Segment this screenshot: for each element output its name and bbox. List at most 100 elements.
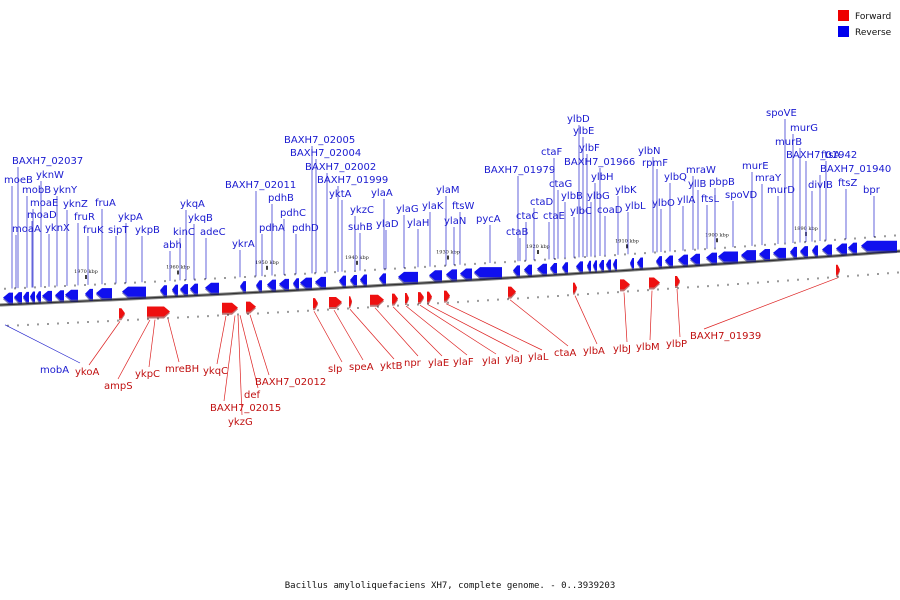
gene-label-ykny: yknY <box>53 185 78 196</box>
forward-gene-arrow <box>313 298 318 309</box>
reverse-gene-arrow <box>36 291 41 302</box>
gene-label-baxh7-02004: BAXH7_02004 <box>290 148 361 159</box>
forward-gene-leader <box>333 309 364 361</box>
forward-gene-leader <box>237 315 243 416</box>
gene-label-pbpb: pbpB <box>709 177 735 188</box>
forward-gene-leader <box>419 304 497 355</box>
gene-label-baxh7-01942: BAXH7_01942 <box>786 150 857 161</box>
reverse-gene-arrow <box>315 276 326 287</box>
gene-label-mraw: mraW <box>686 165 716 176</box>
gene-label-ylbn: ylbN <box>638 146 661 157</box>
forward-gene-arrow <box>620 279 630 290</box>
forward-gene-arrow <box>836 264 840 275</box>
gene-label-ylbb: ylbB <box>561 191 583 202</box>
gene-label-mure: murE <box>742 161 769 172</box>
legend: Forward Reverse <box>838 10 892 38</box>
gene-label-def: def <box>244 390 261 401</box>
gene-label-yllb: yllB <box>688 179 706 190</box>
gene-label-ftsw: ftsW <box>452 201 474 212</box>
forward-gene-leader <box>239 315 259 389</box>
gene-label-pdhc: pdhC <box>280 208 306 219</box>
reverse-gene-arrow <box>398 271 418 282</box>
forward-gene-arrow <box>349 296 352 307</box>
reverse-gene-arrow <box>637 257 643 268</box>
gene-label-suhb: suhB <box>348 222 373 233</box>
reverse-gene-arrow <box>800 246 808 257</box>
gene-label-ylbe: ylbE <box>573 126 594 137</box>
forward-gene-arrow <box>675 275 680 286</box>
gene-label-ylam: ylaM <box>436 185 459 196</box>
gene-label-abh: abh <box>163 240 182 251</box>
gene-label-ylbc: ylbC <box>570 206 592 217</box>
gene-label-npr: npr <box>404 358 422 369</box>
gene-label-yknw: yknW <box>36 170 64 181</box>
reverse-gene-arrow <box>42 290 52 301</box>
gene-label-ylaj: ylaJ <box>505 354 523 365</box>
gene-label-spove: spoVE <box>766 108 797 119</box>
gene-label-ylbo: ylbO <box>652 198 675 209</box>
reverse-gene-arrow <box>14 292 22 303</box>
gene-label-moeb: moeB <box>4 175 33 186</box>
forward-gene-leader <box>249 314 270 376</box>
forward-gene-arrow <box>427 291 432 302</box>
forward-gene-arrow <box>222 302 238 313</box>
reverse-gene-arrow <box>160 285 167 296</box>
reverse-gene-arrow <box>812 245 818 256</box>
forward-gene-leader <box>216 315 227 365</box>
reverse-gene-arrow <box>446 269 457 280</box>
gene-label-bpr: bpr <box>863 185 881 196</box>
reverse-gene-arrow <box>350 275 357 286</box>
forward-gene-leader <box>4 324 81 364</box>
reverse-gene-arrow <box>30 291 35 302</box>
reverse-gene-arrow <box>513 265 520 276</box>
scale-label-1970-kbp: 1970 kbp <box>74 269 98 275</box>
forward-gene-leader <box>427 304 520 353</box>
gene-label-ylad: ylaD <box>376 219 399 230</box>
gene-label-baxh7-02012: BAXH7_02012 <box>255 377 326 388</box>
forward-gene-leader <box>405 305 468 356</box>
gene-label-ylbq: ylbQ <box>664 172 687 183</box>
reverse-gene-arrow <box>576 261 583 272</box>
gene-label-ylbj: ylbJ <box>613 344 631 355</box>
reverse-gene-arrow <box>587 260 591 271</box>
gene-label-ylak: ylaK <box>422 201 444 212</box>
forward-gene-leader <box>313 311 343 363</box>
gene-label-ylai: ylaI <box>482 356 500 367</box>
gene-label-ftsa: ftsA <box>821 150 840 161</box>
gene-label-spovd: spoVD <box>725 190 758 201</box>
gene-label-mobb: mobB <box>22 185 51 196</box>
forward-gene-leader <box>703 277 839 330</box>
gene-label-ftsl: ftsL <box>701 194 719 205</box>
gene-label-ylaf: ylaF <box>453 357 474 368</box>
gene-label-sipt: sipT <box>108 225 129 236</box>
gene-label-slp: slp <box>328 364 342 375</box>
gene-label-ykoa: ykoA <box>75 367 99 378</box>
reverse-gene-arrow <box>300 277 312 288</box>
forward-gene-arrow <box>418 292 424 303</box>
gene-label-murg: murG <box>790 123 818 134</box>
gene-label-divib: divIB <box>808 180 833 191</box>
reverse-gene-arrow <box>267 279 276 290</box>
gene-label-ylan: ylaN <box>444 216 466 227</box>
gene-label-kinc: kinC <box>173 227 195 238</box>
gene-label-ylbm: ylbM <box>636 342 660 353</box>
reverse-gene-arrow <box>256 280 262 291</box>
reverse-gene-arrow <box>690 253 700 264</box>
scale-label-1930-kbp: 1930 kbp <box>436 250 460 256</box>
gene-label-baxh7-01999: BAXH7_01999 <box>317 175 388 186</box>
reverse-gene-arrow <box>537 263 547 274</box>
gene-label-yktb: yktB <box>380 361 403 372</box>
reverse-gene-arrow <box>822 244 832 255</box>
reverse-gene-arrow <box>790 246 797 257</box>
reverse-gene-arrow <box>279 278 289 289</box>
gene-label-frur: fruR <box>74 212 95 223</box>
gene-label-baxh7-01939: BAXH7_01939 <box>690 331 761 342</box>
gene-label-ylal: ylaL <box>528 352 549 363</box>
gene-label-baxh7-01966: BAXH7_01966 <box>564 157 635 168</box>
genome-caption: Bacillus amyloliquefaciens XH7, complete… <box>285 581 616 591</box>
gene-label-ylla: yllA <box>677 195 695 206</box>
forward-gene-arrow <box>573 282 577 293</box>
gene-label-ctab: ctaB <box>506 227 529 238</box>
legend-swatch-forward <box>838 10 849 21</box>
reverse-gene-arrow <box>122 286 146 297</box>
